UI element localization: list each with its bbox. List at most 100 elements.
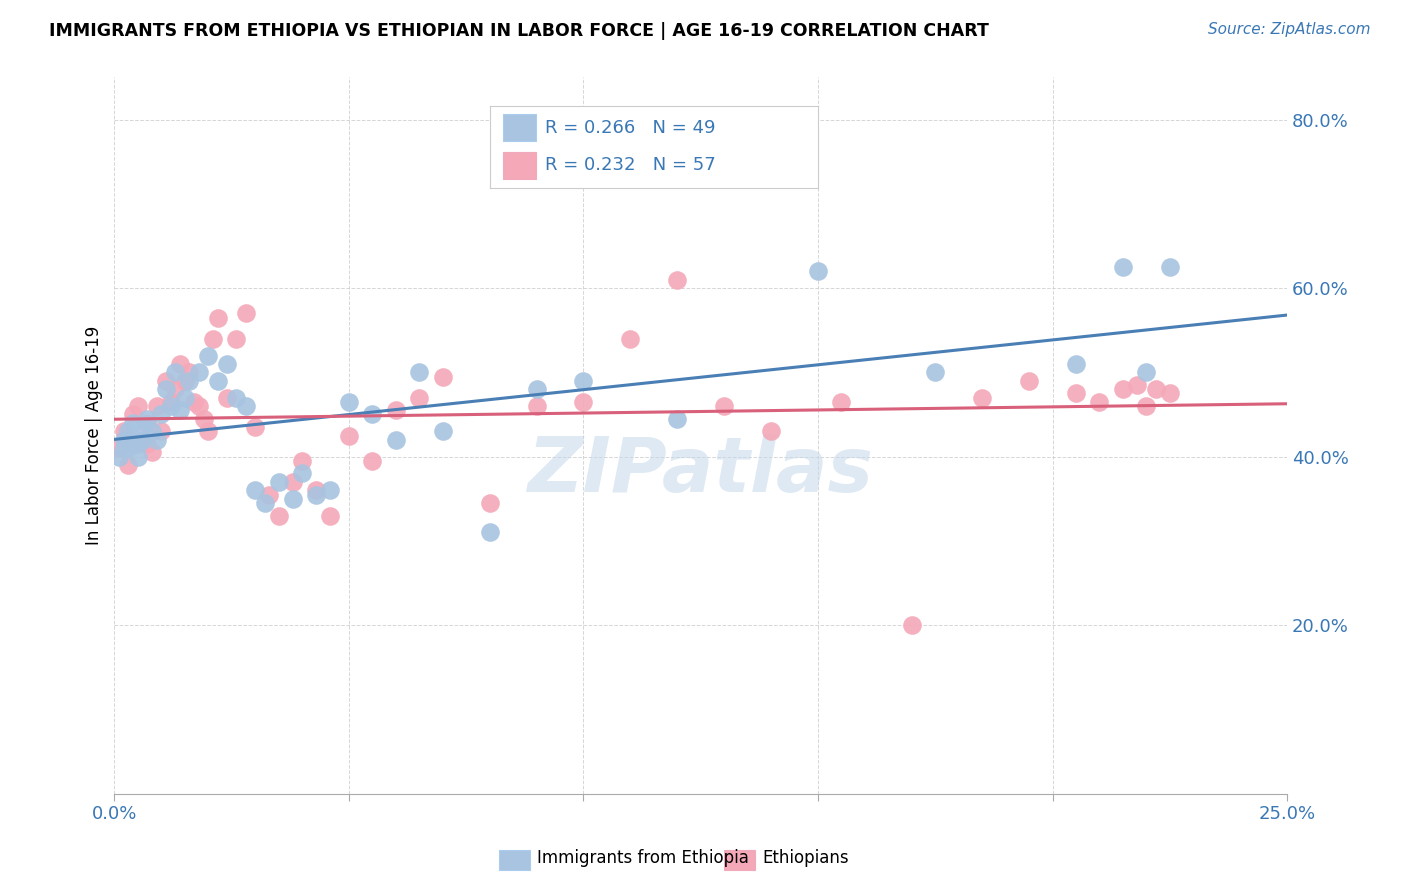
Point: [759, 425, 782, 439]
Point: [169, 403, 191, 417]
Point: [1159, 386, 1181, 401]
Point: [267, 475, 290, 489]
Point: [197, 425, 219, 439]
Point: [173, 391, 195, 405]
Text: Immigrants from Ethiopia: Immigrants from Ethiopia: [537, 849, 749, 867]
Point: [361, 454, 384, 468]
Point: [1112, 382, 1135, 396]
Point: [179, 374, 201, 388]
Point: [337, 395, 360, 409]
Point: [136, 411, 159, 425]
Point: [291, 454, 314, 468]
Point: [713, 399, 735, 413]
Point: [159, 399, 181, 413]
Point: [131, 433, 153, 447]
Point: [319, 508, 342, 523]
Point: [243, 420, 266, 434]
Point: [179, 365, 201, 379]
Point: [122, 416, 145, 430]
Point: [830, 395, 852, 409]
Point: [243, 483, 266, 498]
Point: [1064, 386, 1087, 401]
Point: [572, 374, 595, 388]
Point: [291, 467, 314, 481]
Point: [281, 475, 304, 489]
Point: [127, 399, 149, 413]
Point: [267, 508, 290, 523]
Point: [122, 433, 145, 447]
Point: [1064, 357, 1087, 371]
Point: [169, 357, 191, 371]
Point: [1018, 374, 1040, 388]
Point: [127, 450, 149, 464]
Point: [187, 399, 209, 413]
Point: [108, 450, 131, 464]
Point: [197, 349, 219, 363]
Point: [112, 425, 135, 439]
Point: [201, 332, 224, 346]
Point: [526, 399, 548, 413]
Text: IMMIGRANTS FROM ETHIOPIA VS ETHIOPIAN IN LABOR FORCE | AGE 16-19 CORRELATION CHA: IMMIGRANTS FROM ETHIOPIA VS ETHIOPIAN IN…: [49, 22, 988, 40]
Point: [108, 441, 131, 455]
Point: [127, 437, 149, 451]
Point: [305, 483, 328, 498]
Point: [117, 425, 139, 439]
Point: [319, 483, 342, 498]
Point: [235, 399, 257, 413]
Point: [361, 408, 384, 422]
Point: [145, 433, 167, 447]
Point: [1135, 399, 1157, 413]
Text: ZIPatlas: ZIPatlas: [527, 434, 873, 508]
Point: [131, 420, 153, 434]
Point: [150, 408, 173, 422]
Point: [187, 365, 209, 379]
Point: [141, 445, 163, 459]
Point: [150, 425, 173, 439]
Point: [122, 437, 145, 451]
Point: [173, 374, 195, 388]
Point: [1135, 365, 1157, 379]
Point: [281, 491, 304, 506]
Point: [165, 365, 187, 379]
Point: [305, 487, 328, 501]
Point: [619, 332, 641, 346]
Point: [666, 411, 689, 425]
Point: [432, 425, 454, 439]
Point: [526, 382, 548, 396]
Point: [117, 441, 139, 455]
Point: [1159, 260, 1181, 274]
Point: [193, 411, 215, 425]
Point: [155, 382, 177, 396]
Point: [159, 395, 181, 409]
Point: [807, 264, 830, 278]
Point: [666, 273, 689, 287]
Point: [572, 395, 595, 409]
Point: [1144, 382, 1167, 396]
Point: [207, 310, 229, 325]
Point: [112, 433, 135, 447]
Point: [385, 403, 408, 417]
Text: Ethiopians: Ethiopians: [762, 849, 849, 867]
Point: [253, 496, 276, 510]
Point: [337, 428, 360, 442]
Point: [165, 382, 187, 396]
Point: [408, 391, 430, 405]
Point: [131, 433, 153, 447]
Point: [215, 357, 238, 371]
Point: [972, 391, 994, 405]
Point: [257, 487, 280, 501]
Point: [432, 369, 454, 384]
Point: [145, 399, 167, 413]
Point: [117, 458, 139, 472]
Point: [122, 408, 145, 422]
Text: Source: ZipAtlas.com: Source: ZipAtlas.com: [1208, 22, 1371, 37]
Point: [183, 395, 205, 409]
Y-axis label: In Labor Force | Age 16-19: In Labor Force | Age 16-19: [86, 326, 103, 545]
Point: [155, 374, 177, 388]
Point: [478, 525, 501, 540]
Point: [1112, 260, 1135, 274]
Point: [235, 306, 257, 320]
Point: [141, 425, 163, 439]
Point: [215, 391, 238, 405]
Point: [478, 496, 501, 510]
